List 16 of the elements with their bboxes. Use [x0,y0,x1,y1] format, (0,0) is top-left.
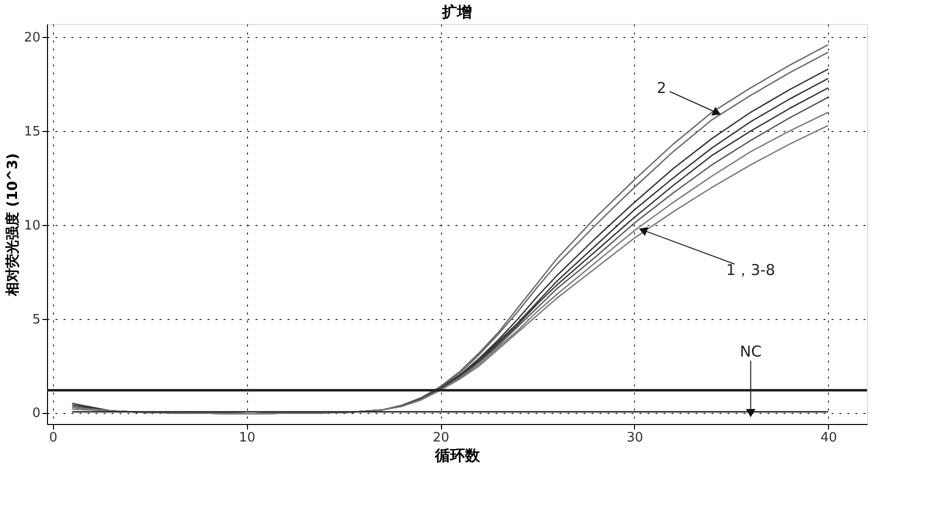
x-tick-label: 30 [626,430,644,446]
y-tick-label: 15 [24,124,40,140]
x-axis-title: 循环数 [434,446,481,464]
chart-title: 扩增 [441,3,472,21]
x-tick-label: 0 [49,430,58,446]
y-axis-title: 相对荧光强度 (10^3) [4,153,21,297]
annotation: 1，3-8 [726,261,776,280]
x-tick-label: 40 [820,430,838,446]
x-tick-label: 20 [432,430,450,446]
y-tick-label: 20 [24,30,40,46]
annotation: NC [740,342,762,361]
y-tick-label: 0 [32,406,40,422]
annotation: 2 [656,78,666,97]
y-tick-label: 10 [24,218,40,234]
x-tick-label: 10 [238,430,256,446]
y-tick-label: 5 [32,312,40,328]
